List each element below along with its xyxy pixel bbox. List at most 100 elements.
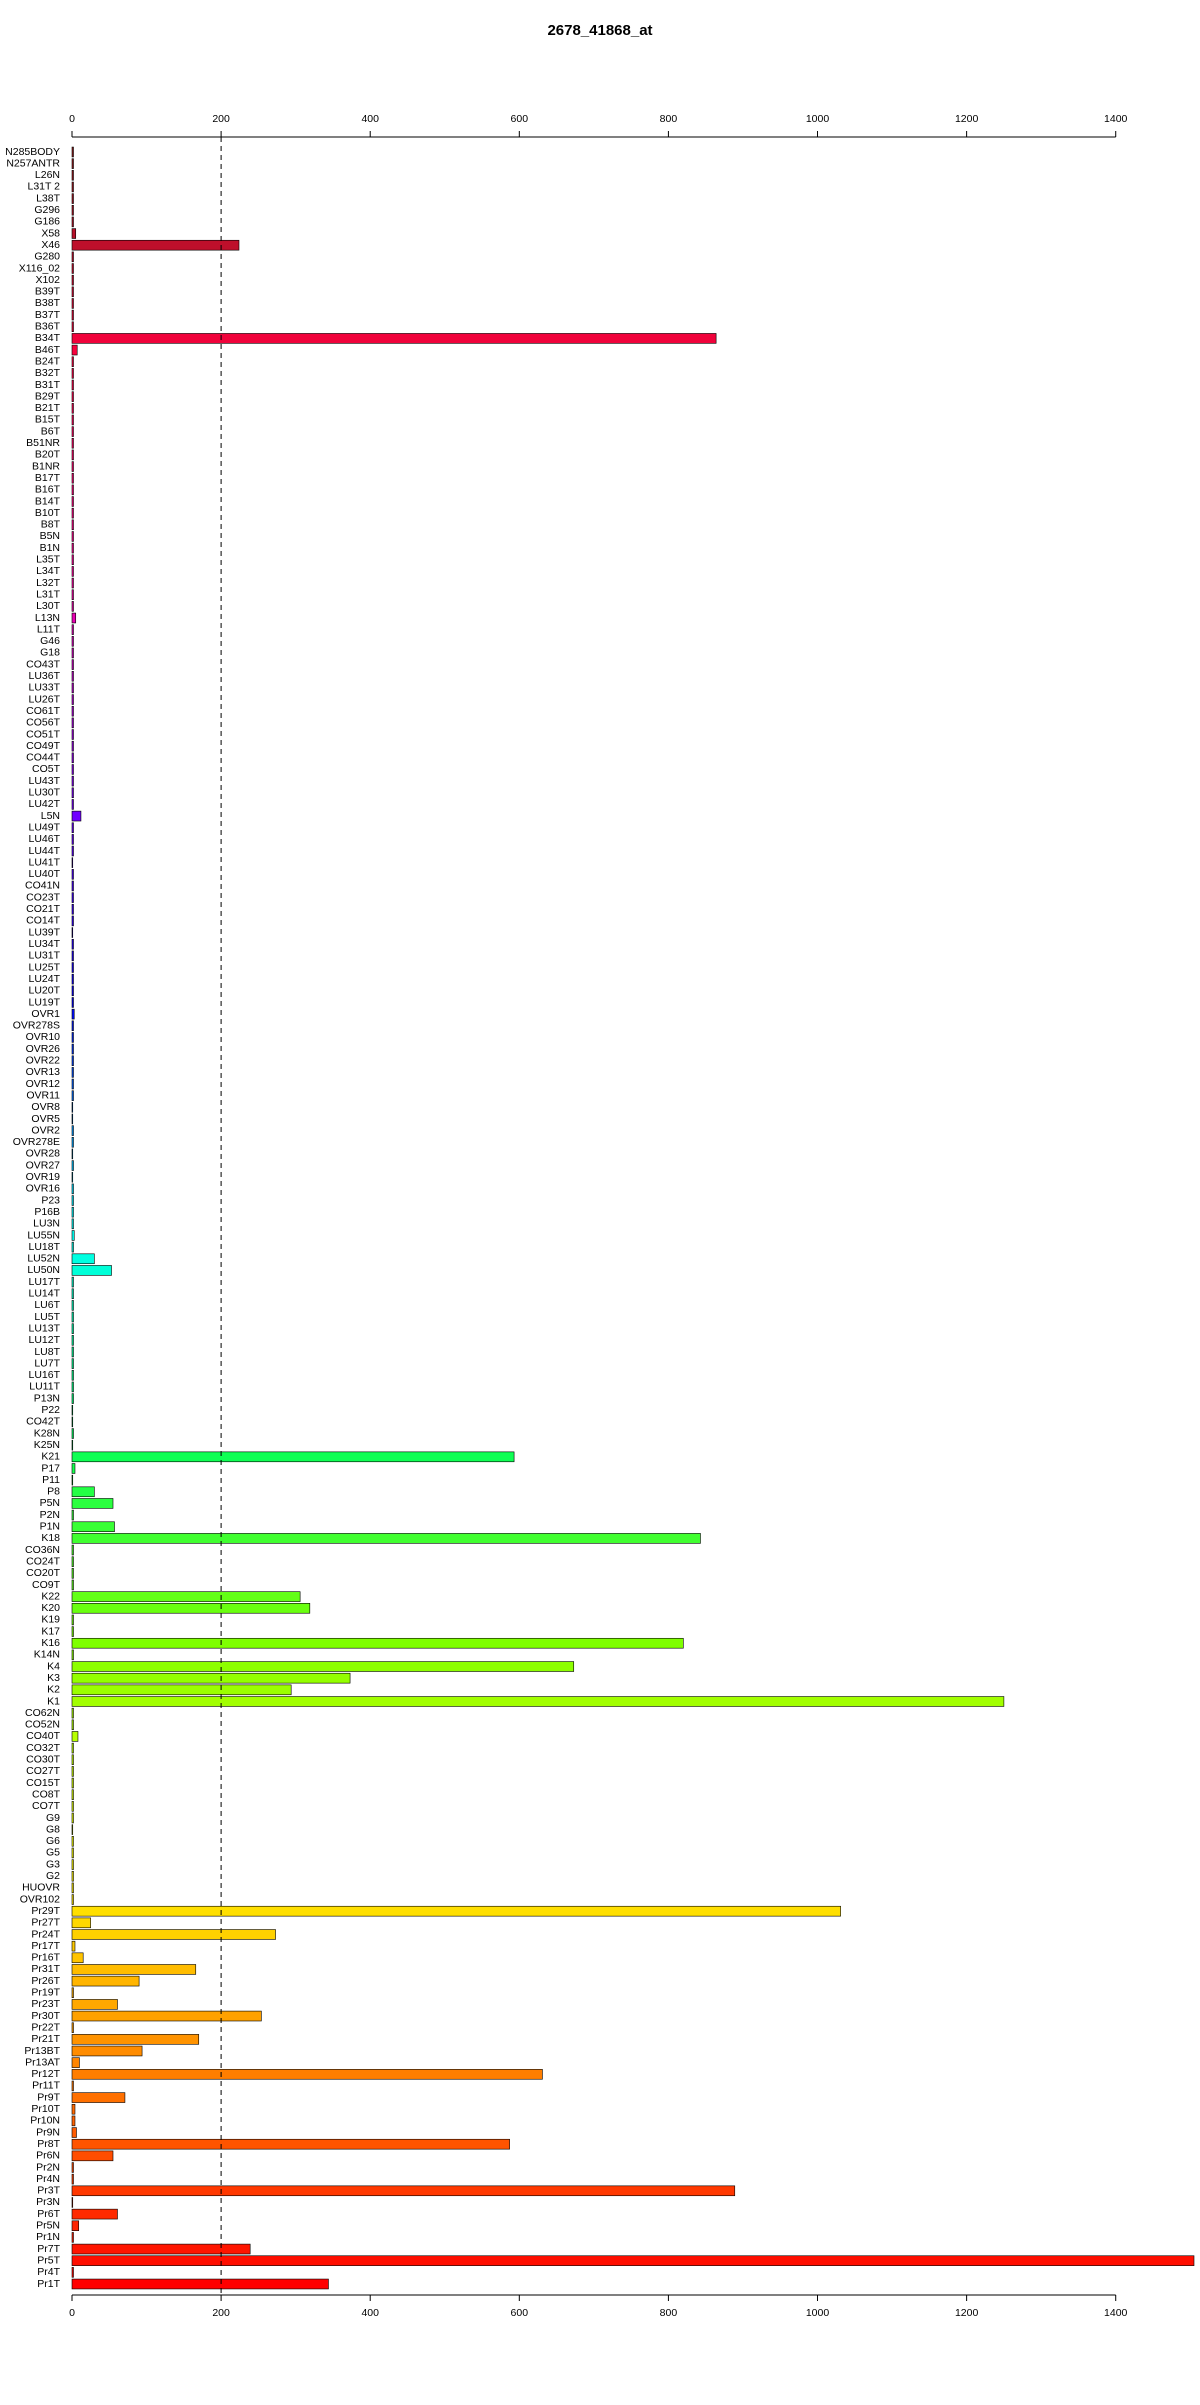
bar <box>71 1847 74 1859</box>
y-tick-label: OVR10 <box>26 1031 61 1043</box>
bar <box>71 379 74 391</box>
y-tick-label: Pr8T <box>37 2138 60 2150</box>
y-tick-label: CO23T <box>26 891 60 903</box>
bar <box>71 309 74 321</box>
y-tick-label: LU25T <box>28 961 60 973</box>
y-tick-label: Pr1N <box>36 2231 60 2243</box>
bar <box>71 2057 80 2068</box>
y-tick-label: LU34T <box>28 938 60 950</box>
bar <box>71 1113 74 1125</box>
bar <box>71 2034 200 2045</box>
bar <box>71 997 74 1008</box>
bar <box>71 717 74 729</box>
y-tick-label: CO36N <box>25 1544 60 1556</box>
y-tick-label: B24T <box>35 355 61 367</box>
bar <box>71 542 74 554</box>
y-tick-label: P5N <box>40 1497 60 1509</box>
y-tick-label: Pr31T <box>31 1963 60 1975</box>
y-tick-label: Pr5T <box>37 2254 60 2266</box>
bar <box>71 1160 74 1171</box>
y-tick-label: LU30T <box>28 787 60 799</box>
bar <box>71 1171 74 1183</box>
bar <box>71 1777 74 1789</box>
y-tick-label: B21T <box>35 402 61 414</box>
y-tick-label: G5 <box>46 1847 60 1859</box>
y-tick-label: CO41N <box>25 880 60 892</box>
bar <box>71 2092 126 2103</box>
bar <box>71 601 74 612</box>
y-tick-label: Pr13BT <box>24 2045 60 2057</box>
bar <box>71 1894 74 1905</box>
y-tick-label: Pr9T <box>37 2091 60 2103</box>
y-tick-label: CO62N <box>25 1707 60 1719</box>
y-tick-label: G186 <box>34 216 60 228</box>
bar <box>71 2255 1195 2266</box>
bar <box>71 694 74 705</box>
bar <box>71 915 74 927</box>
y-tick-label: G3 <box>46 1858 60 1870</box>
bar <box>71 1975 140 1987</box>
bar <box>71 484 74 496</box>
bar <box>71 1206 74 1218</box>
bar <box>71 1311 74 1323</box>
y-tick-label: LU26T <box>28 693 60 705</box>
bar <box>71 1067 74 1078</box>
y-tick-label: CO9T <box>32 1579 61 1591</box>
y-tick-label: Pr4T <box>37 2266 60 2278</box>
bar <box>71 1929 276 1940</box>
bar <box>71 2150 114 2162</box>
bar <box>71 1533 701 1544</box>
y-tick-label: LU50N <box>27 1264 60 1276</box>
y-tick-label: K17 <box>41 1625 60 1637</box>
y-tick-label: P2N <box>40 1509 60 1521</box>
bar <box>71 1498 114 1509</box>
bar <box>71 1544 74 1556</box>
y-tick-label: L26N <box>35 169 60 181</box>
bar <box>71 461 74 472</box>
y-tick-label: LU39T <box>28 926 60 938</box>
bar <box>71 973 74 985</box>
y-tick-label: N285BODY <box>5 146 60 158</box>
bar <box>71 1905 841 1917</box>
y-tick-label: Pr6N <box>36 2150 60 2162</box>
bar <box>71 1346 74 1358</box>
y-tick-label: Pr2N <box>36 2161 60 2173</box>
bar <box>71 1568 74 1579</box>
bar <box>71 519 74 531</box>
y-tick-label: G18 <box>40 647 60 659</box>
bar <box>71 1591 301 1602</box>
y-tick-label: OVR8 <box>31 1101 60 1113</box>
y-tick-label: P8 <box>47 1486 60 1498</box>
y-tick-label: K14N <box>34 1649 60 1661</box>
bar <box>71 1451 515 1463</box>
bar <box>71 368 74 379</box>
bar <box>71 1999 118 2010</box>
y-tick-label: L38T <box>36 192 61 204</box>
bar <box>71 1719 74 1731</box>
y-tick-label: B51NR <box>26 437 60 449</box>
bar <box>71 2127 77 2138</box>
bar <box>71 1824 74 1835</box>
bar <box>71 496 74 507</box>
bar <box>71 438 74 449</box>
y-tick-label: CO44T <box>26 752 60 764</box>
bar <box>71 612 77 624</box>
y-tick-label: B10T <box>35 507 61 519</box>
y-tick-label: B1N <box>40 542 60 554</box>
bar <box>71 239 240 251</box>
bar <box>71 321 74 333</box>
bar <box>71 1276 74 1288</box>
bar <box>71 1428 74 1439</box>
y-tick-label: K16 <box>41 1637 60 1649</box>
y-tick-label: Pr27T <box>31 1917 60 1929</box>
bar <box>71 927 74 938</box>
y-tick-label: LU14T <box>28 1288 60 1300</box>
y-tick-label: G280 <box>34 251 60 263</box>
bar <box>71 869 74 880</box>
y-tick-label: Pr30T <box>31 2010 60 2022</box>
bar <box>71 1556 74 1567</box>
y-tick-label: Pr3N <box>36 2196 60 2208</box>
bar <box>71 2232 74 2243</box>
bar <box>71 799 74 810</box>
bar <box>71 1614 74 1626</box>
